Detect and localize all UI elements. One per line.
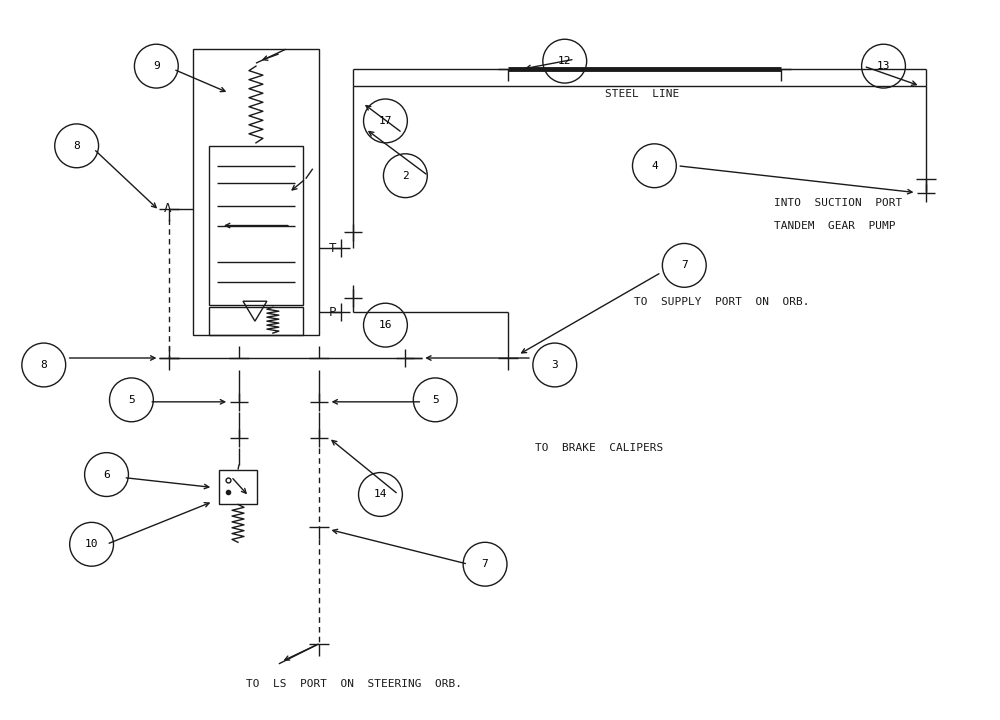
Text: TO  SUPPLY  PORT  ON  ORB.: TO SUPPLY PORT ON ORB. bbox=[634, 297, 810, 307]
Text: 4: 4 bbox=[651, 161, 658, 171]
Text: TANDEM  GEAR  PUMP: TANDEM GEAR PUMP bbox=[774, 220, 895, 230]
Text: 7: 7 bbox=[681, 261, 688, 271]
Bar bbox=[193, 49, 319, 335]
Text: STEEL  LINE: STEEL LINE bbox=[605, 89, 679, 99]
Text: 14: 14 bbox=[374, 490, 387, 500]
Text: 12: 12 bbox=[558, 56, 571, 66]
Text: TO  LS  PORT  ON  STEERING  ORB.: TO LS PORT ON STEERING ORB. bbox=[246, 679, 462, 689]
Bar bbox=[209, 307, 303, 335]
Text: 13: 13 bbox=[877, 61, 890, 71]
Text: TO  BRAKE  CALIPERS: TO BRAKE CALIPERS bbox=[535, 443, 663, 453]
Text: 8: 8 bbox=[73, 141, 80, 150]
Bar bbox=[219, 469, 257, 505]
Text: INTO  SUCTION  PORT: INTO SUCTION PORT bbox=[774, 197, 902, 207]
Text: 9: 9 bbox=[153, 61, 160, 71]
Text: 10: 10 bbox=[85, 539, 98, 549]
Text: 8: 8 bbox=[40, 360, 47, 370]
Text: 5: 5 bbox=[432, 395, 439, 405]
Text: 5: 5 bbox=[128, 395, 135, 405]
Text: 3: 3 bbox=[551, 360, 558, 370]
Text: 17: 17 bbox=[379, 116, 392, 126]
Text: T: T bbox=[329, 242, 336, 255]
Bar bbox=[209, 146, 303, 305]
Text: 16: 16 bbox=[379, 320, 392, 330]
Text: 2: 2 bbox=[402, 171, 409, 181]
Text: 6: 6 bbox=[103, 469, 110, 480]
Text: 7: 7 bbox=[482, 559, 488, 570]
Text: A: A bbox=[163, 202, 171, 215]
Text: P: P bbox=[329, 306, 336, 319]
